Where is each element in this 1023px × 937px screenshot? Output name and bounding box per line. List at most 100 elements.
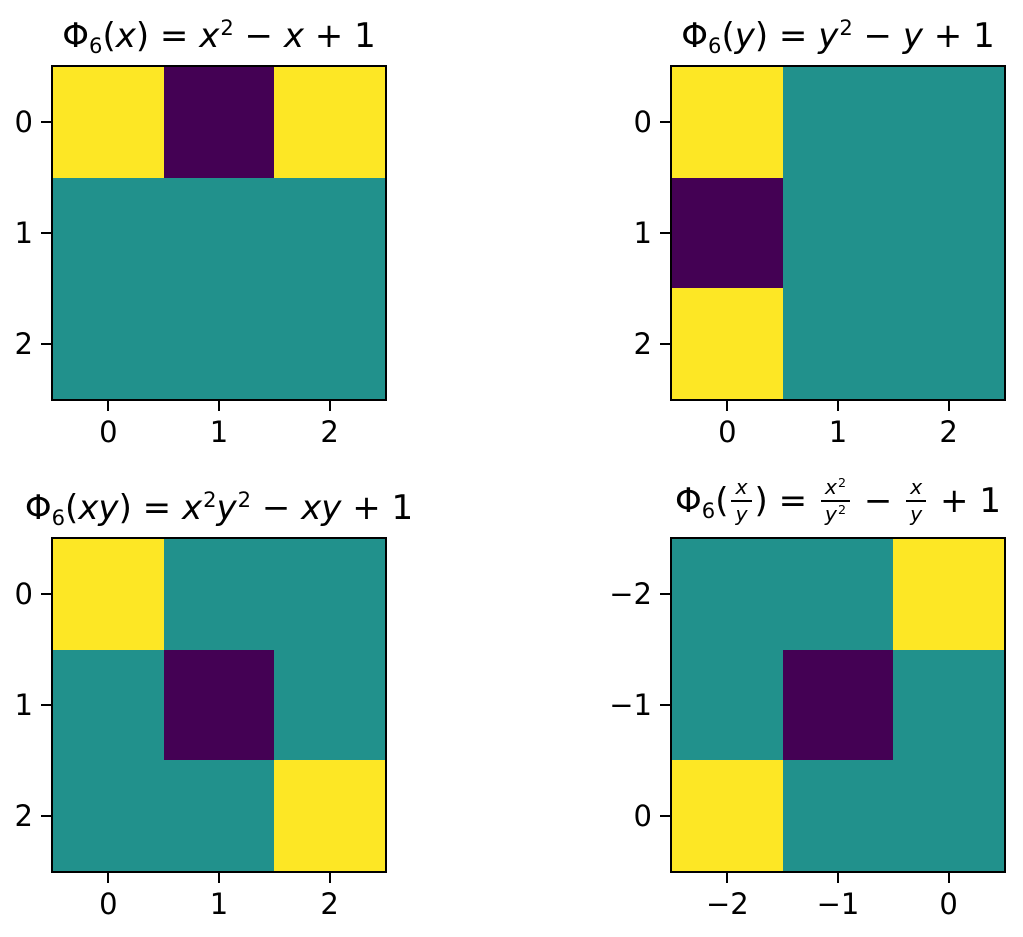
y-tick-mark bbox=[41, 704, 51, 706]
x-tick-mark bbox=[837, 873, 839, 883]
heatmap-cell bbox=[893, 649, 1004, 761]
x-tick-label: 2 bbox=[320, 415, 339, 449]
x-tick-mark bbox=[837, 401, 839, 411]
x-tick-label: 1 bbox=[828, 415, 848, 449]
y-tick-mark bbox=[41, 121, 51, 124]
x-tick-label: −1 bbox=[816, 887, 860, 921]
heatmap-cell bbox=[53, 288, 164, 399]
heatmap-cell bbox=[274, 760, 385, 871]
x-tick-mark bbox=[218, 873, 220, 883]
math-variable: x bbox=[735, 475, 748, 500]
y-tick-label: 2 bbox=[633, 326, 652, 361]
math-variable: x bbox=[910, 475, 923, 500]
math-variable: y bbox=[902, 15, 923, 56]
heatmap-cell bbox=[163, 539, 275, 650]
x-tick-label: 0 bbox=[718, 415, 737, 449]
subplot-title: Φ6(x) = x2 − x + 1 bbox=[62, 15, 376, 58]
math-variable: xy bbox=[301, 487, 342, 528]
heatmap-cell bbox=[672, 539, 783, 650]
y-tick-mark bbox=[41, 342, 51, 345]
y-tick-mark bbox=[660, 232, 670, 234]
math-superscript: 2 bbox=[203, 487, 217, 513]
math-variable: y bbox=[734, 15, 755, 56]
y-tick-mark bbox=[41, 814, 51, 817]
heatmap-cell bbox=[53, 177, 164, 289]
heatmap-cell bbox=[782, 539, 894, 650]
fraction-denominator: y bbox=[731, 502, 751, 525]
y-tick-mark bbox=[660, 814, 670, 817]
heatmap-cell bbox=[672, 67, 783, 178]
heatmap-axes: 0 1 2 0 1 2 bbox=[15, 65, 387, 449]
x-tick-label: 1 bbox=[209, 887, 229, 921]
heatmap-cell bbox=[274, 67, 385, 178]
fraction-denominator: y bbox=[906, 502, 926, 525]
heatmap-cell bbox=[672, 177, 783, 289]
x-tick-mark bbox=[947, 873, 950, 883]
heatmap-cell bbox=[53, 539, 164, 650]
heatmap-cell bbox=[893, 760, 1004, 871]
math-subscript: 6 bbox=[708, 32, 722, 58]
math-variable: x bbox=[199, 15, 220, 56]
heatmap-cell bbox=[53, 760, 164, 871]
heatmap-cell bbox=[163, 760, 275, 871]
heatmap-cell bbox=[274, 539, 385, 650]
fraction-numerator: x bbox=[906, 475, 927, 502]
x-tick-label: 0 bbox=[99, 415, 118, 449]
x-tick-mark bbox=[947, 401, 950, 411]
heatmap-axes: 0 1 2 0 1 2 bbox=[634, 65, 1006, 449]
heatmap-cell bbox=[782, 760, 894, 871]
y-tick-label: 2 bbox=[14, 798, 33, 833]
math-subscript: 6 bbox=[51, 504, 66, 530]
heatmap-cell bbox=[163, 177, 275, 289]
heatmap-cell bbox=[163, 649, 275, 761]
heatmap-cell bbox=[782, 649, 894, 761]
heatmap-cell bbox=[782, 177, 894, 289]
heatmap-cell bbox=[274, 177, 385, 289]
math-superscript: 2 bbox=[237, 487, 252, 513]
y-tick-label: −2 bbox=[609, 577, 652, 612]
y-tick-label: 1 bbox=[14, 688, 33, 722]
y-tick-mark bbox=[660, 593, 670, 596]
fraction-denominator: y2 bbox=[821, 502, 850, 525]
x-tick-label: 0 bbox=[99, 887, 118, 921]
fraction-numerator: x bbox=[731, 475, 752, 502]
heatmap-axes: −2 −1 0 −2 −1 0 bbox=[609, 537, 1006, 921]
heatmap-cell bbox=[893, 539, 1004, 650]
heatmap-cell bbox=[672, 760, 783, 871]
heatmap-cell bbox=[893, 177, 1004, 289]
x-tick-label: −2 bbox=[705, 887, 749, 921]
math-variable: y bbox=[910, 501, 923, 526]
y-tick-label: 0 bbox=[14, 105, 33, 140]
y-tick-label: 0 bbox=[633, 105, 652, 140]
x-tick-mark bbox=[726, 873, 729, 883]
heatmap-cell bbox=[53, 649, 164, 761]
math-superscript: 2 bbox=[839, 15, 853, 41]
x-tick-mark bbox=[328, 873, 331, 883]
heatmap-cell bbox=[274, 288, 385, 399]
math-superscript: 2 bbox=[838, 501, 847, 517]
math-fraction: x2 y2 bbox=[820, 475, 851, 525]
subplot-phi6-y: Φ6(y) = y2 − y + 1 0 1 2 0 1 2 bbox=[634, 16, 1006, 449]
subplot-phi6-xy: Φ6(xy) = x2y2 − xy + 1 0 1 2 0 1 2 bbox=[15, 488, 414, 921]
y-tick-label: 0 bbox=[633, 798, 652, 833]
subplot-title: Φ6(y) = y2 − y + 1 bbox=[681, 15, 995, 58]
math-variable: x bbox=[181, 487, 203, 528]
x-tick-label: 2 bbox=[939, 415, 958, 449]
math-variable: x bbox=[115, 15, 136, 56]
math-variable: xy bbox=[78, 487, 119, 528]
y-tick-mark bbox=[660, 342, 670, 345]
y-tick-mark bbox=[660, 704, 670, 706]
heatmap-cell bbox=[782, 67, 894, 178]
y-tick-mark bbox=[660, 121, 670, 124]
math-variable: y bbox=[824, 501, 837, 526]
math-superscript: 2 bbox=[838, 475, 847, 491]
math-variable: x bbox=[824, 475, 837, 500]
heatmap-cell bbox=[893, 67, 1004, 178]
x-tick-mark bbox=[107, 401, 110, 411]
subplot-phi6-x: Φ6(x) = x2 − x + 1 0 1 2 0 1 2 bbox=[15, 16, 387, 449]
heatmap-cell bbox=[274, 649, 385, 761]
